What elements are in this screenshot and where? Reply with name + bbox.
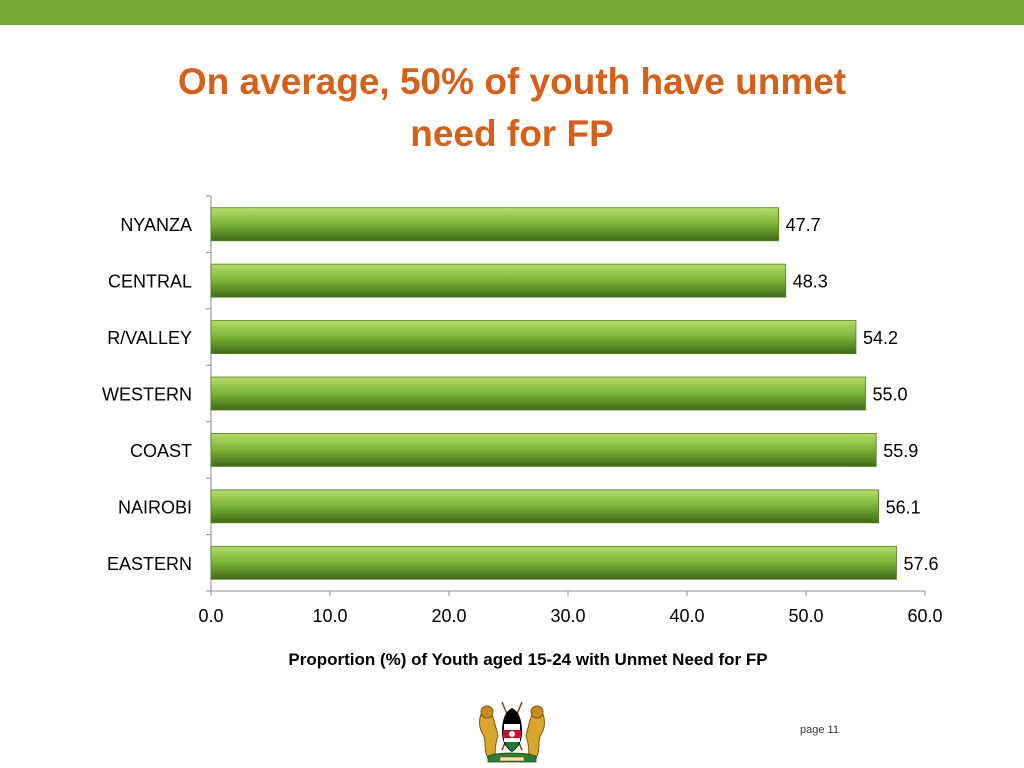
chart-bars	[210, 207, 897, 580]
x-tick-label: 0.0	[198, 606, 223, 626]
value-label: 48.3	[793, 272, 828, 292]
bar-western	[210, 376, 866, 411]
value-label: 55.9	[883, 441, 918, 461]
category-label: WESTERN	[102, 385, 192, 405]
top-band	[0, 0, 1024, 25]
chart-axes: 0.0 10.0 20.0 30.0 40.0 50.0 60.0	[198, 195, 943, 626]
value-label: 54.2	[863, 328, 898, 348]
category-label: NAIROBI	[118, 497, 192, 517]
bar-nyanza	[210, 207, 780, 242]
bar-chart: 0.0 10.0 20.0 30.0 40.0 50.0 60.0 NYANZA 47.7 CE…	[102, 195, 943, 626]
x-tick-label: 30.0	[550, 606, 585, 626]
x-tick-label: 20.0	[431, 606, 466, 626]
value-label: 55.0	[873, 385, 908, 405]
bar-r-valley	[210, 320, 857, 354]
x-tick-label: 60.0	[907, 606, 942, 626]
kenya-coat-of-arms-icon	[479, 701, 545, 763]
bar-coast	[210, 433, 877, 467]
category-label: CENTRAL	[108, 272, 192, 292]
x-tick-label: 40.0	[669, 606, 704, 626]
category-label: COAST	[130, 441, 192, 461]
x-tick-label: 50.0	[788, 606, 823, 626]
category-label: R/VALLEY	[107, 328, 192, 348]
category-label: EASTERN	[107, 554, 192, 574]
category-label: NYANZA	[120, 215, 192, 235]
value-label: 57.6	[903, 554, 938, 574]
bar-nairobi	[210, 489, 879, 524]
slide-title-line-1: On average, 50% of youth have unmet	[177, 61, 847, 102]
x-tick-label: 10.0	[312, 606, 347, 626]
x-axis-title: Proportion (%) of Youth aged 15-24 with …	[288, 650, 768, 669]
value-label: 47.7	[786, 215, 821, 235]
page-number: page 11	[800, 724, 839, 736]
chart-labels: NYANZA 47.7 CENTRAL 48.3 R/VALLEY 54.2 WESTERN…	[102, 215, 938, 574]
value-label: 56.1	[886, 497, 921, 517]
slide-title: On average, 50% of youth have unmet need…	[80, 56, 944, 160]
bar-eastern	[210, 545, 897, 580]
slide-title-line-2: need for FP	[410, 113, 614, 154]
bar-central	[210, 263, 787, 298]
